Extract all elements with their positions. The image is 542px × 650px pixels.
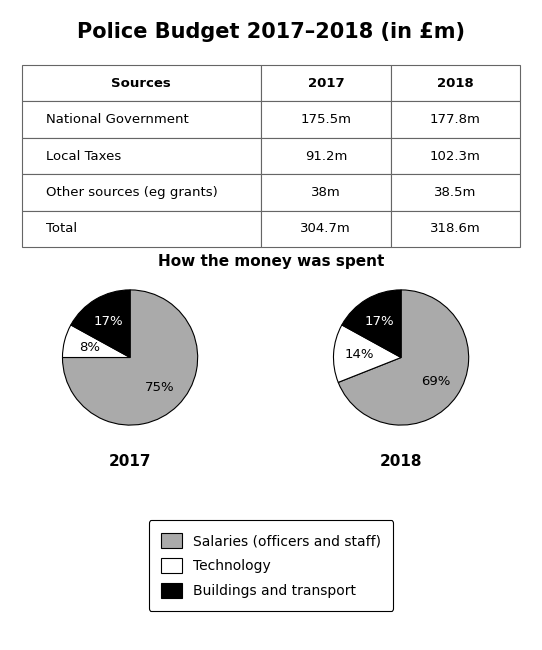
Wedge shape	[62, 325, 130, 358]
Text: 2017: 2017	[109, 454, 151, 469]
Text: 14%: 14%	[345, 348, 374, 361]
Wedge shape	[62, 290, 198, 425]
Text: 8%: 8%	[79, 341, 100, 354]
Wedge shape	[338, 290, 469, 425]
Text: 75%: 75%	[145, 381, 175, 394]
Wedge shape	[71, 290, 130, 358]
Text: Police Budget 2017–2018 (in £m): Police Budget 2017–2018 (in £m)	[77, 23, 465, 42]
Text: 17%: 17%	[365, 315, 395, 328]
Text: How the money was spent: How the money was spent	[158, 254, 384, 269]
Wedge shape	[333, 325, 401, 382]
Text: 17%: 17%	[94, 315, 124, 328]
Text: 2018: 2018	[380, 454, 422, 469]
Legend: Salaries (officers and staff), Technology, Buildings and transport: Salaries (officers and staff), Technolog…	[149, 521, 393, 610]
Text: 69%: 69%	[421, 374, 450, 387]
Wedge shape	[342, 290, 401, 358]
